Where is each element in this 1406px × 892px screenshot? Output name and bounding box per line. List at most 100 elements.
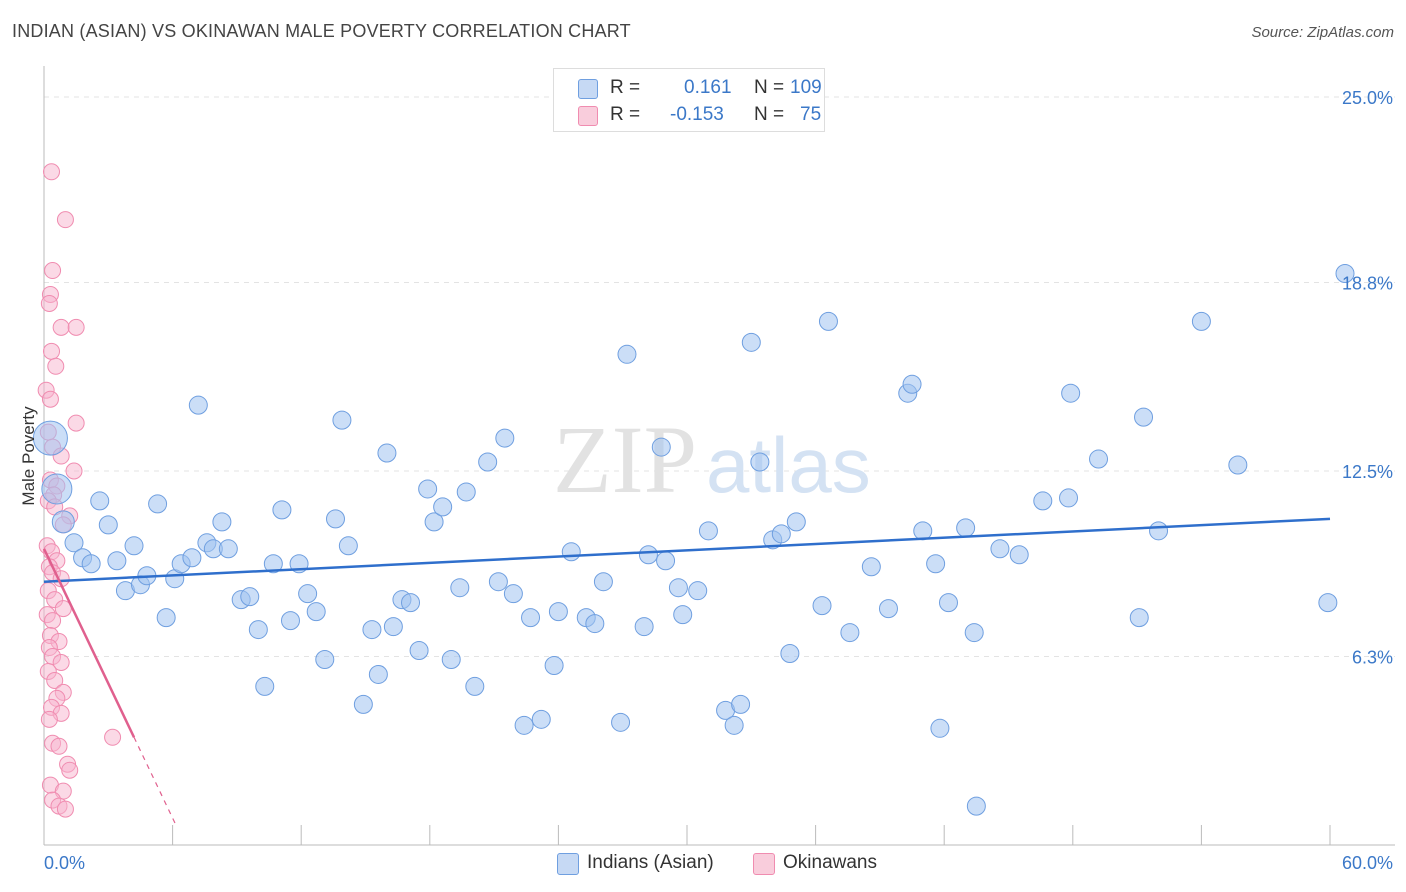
point-indians-18 bbox=[188, 395, 208, 415]
legend-blue-r-label: R = bbox=[610, 77, 641, 98]
point-indians-74 bbox=[698, 521, 718, 541]
point-indians-7 bbox=[98, 515, 118, 535]
legend-pink-n-value: 75 bbox=[800, 104, 822, 125]
point-indians-28 bbox=[272, 500, 292, 520]
point-okinawans-2 bbox=[44, 262, 62, 280]
point-indians-58 bbox=[531, 709, 551, 729]
legend-blue-n-label: N = bbox=[754, 77, 785, 98]
point-indians-50 bbox=[456, 482, 476, 502]
point-indians-6 bbox=[90, 491, 110, 511]
point-indians-109 bbox=[1318, 593, 1338, 613]
point-indians-51 bbox=[465, 676, 485, 696]
point-okinawans-45 bbox=[40, 710, 58, 728]
x-tick-label-min: 0.0% bbox=[44, 853, 85, 873]
point-indians-1 bbox=[41, 473, 73, 505]
point-indians-14 bbox=[156, 608, 176, 628]
bottom-legend-swatch-blue bbox=[557, 853, 579, 875]
point-okinawans-50 bbox=[61, 761, 79, 779]
point-indians-103 bbox=[1089, 449, 1109, 469]
source-label: Source: ZipAtlas.com bbox=[1251, 24, 1394, 41]
legend-blue-n-value: 109 bbox=[790, 77, 822, 98]
point-indians-104 bbox=[1129, 608, 1149, 628]
point-indians-52 bbox=[478, 452, 498, 472]
point-okinawans-48 bbox=[104, 728, 122, 746]
point-indians-73 bbox=[688, 581, 708, 601]
point-indians-57 bbox=[521, 608, 541, 628]
point-indians-84 bbox=[812, 596, 832, 616]
point-indians-93 bbox=[930, 718, 950, 738]
correlation-legend: R = 0.161 N = 109 R = -0.153 N = 75 bbox=[553, 68, 825, 132]
point-indians-8 bbox=[107, 551, 127, 571]
point-okinawans-1 bbox=[56, 211, 74, 229]
point-indians-92 bbox=[926, 554, 946, 574]
point-indians-21 bbox=[212, 512, 232, 532]
point-okinawans-55 bbox=[56, 800, 74, 818]
point-indians-108 bbox=[1228, 455, 1248, 475]
point-indians-88 bbox=[878, 599, 898, 619]
point-indians-85 bbox=[818, 311, 838, 331]
y-tick-label-0: 6.3% bbox=[1352, 648, 1393, 668]
legend-pink-r-value: -0.153 bbox=[670, 104, 724, 125]
x-tick-label-max: 60.0% bbox=[1342, 853, 1393, 873]
point-indians-33 bbox=[315, 649, 335, 669]
point-indians-96 bbox=[964, 623, 984, 643]
point-indians-0 bbox=[32, 420, 68, 456]
point-okinawans-4 bbox=[40, 294, 58, 312]
point-indians-78 bbox=[741, 332, 761, 352]
series-indians-asian bbox=[32, 264, 1355, 816]
point-indians-25 bbox=[248, 620, 268, 640]
point-indians-17 bbox=[182, 548, 202, 568]
point-indians-43 bbox=[401, 593, 421, 613]
trend-line-indians bbox=[43, 517, 1331, 583]
point-indians-37 bbox=[353, 694, 373, 714]
legend-blue-r-value: 0.161 bbox=[684, 77, 732, 98]
point-indians-53 bbox=[488, 572, 508, 592]
y-axis-label: Male Poverty bbox=[19, 406, 38, 506]
point-indians-26 bbox=[255, 676, 275, 696]
point-okinawans-6 bbox=[67, 318, 85, 336]
point-okinawans-11 bbox=[67, 414, 85, 432]
trend-lines bbox=[42, 517, 1331, 828]
point-indians-67 bbox=[634, 617, 654, 637]
point-okinawans-7 bbox=[43, 342, 61, 360]
point-indians-68 bbox=[638, 545, 658, 565]
point-indians-36 bbox=[338, 536, 358, 556]
watermark: ZIP atlas bbox=[553, 406, 871, 513]
point-indians-55 bbox=[503, 584, 523, 604]
series-okinawans bbox=[37, 163, 122, 818]
point-okinawans-47 bbox=[50, 737, 68, 755]
point-indians-105 bbox=[1134, 407, 1154, 427]
point-indians-110 bbox=[1335, 264, 1355, 284]
point-indians-90 bbox=[902, 374, 922, 394]
legend-pink-n-label: N = bbox=[754, 104, 785, 125]
point-indians-72 bbox=[673, 605, 693, 625]
legend-pink-r-label: R = bbox=[610, 104, 641, 125]
watermark-zip: ZIP bbox=[553, 406, 697, 513]
point-okinawans-8 bbox=[47, 357, 65, 375]
point-indians-34 bbox=[325, 509, 345, 529]
point-indians-107 bbox=[1191, 311, 1211, 331]
y-tick-label-1: 12.5% bbox=[1342, 462, 1393, 482]
point-indians-79 bbox=[750, 452, 770, 472]
point-indians-60 bbox=[548, 602, 568, 622]
point-indians-87 bbox=[861, 557, 881, 577]
point-indians-44 bbox=[409, 641, 429, 661]
y-tick-label-3: 25.0% bbox=[1342, 88, 1393, 108]
point-indians-56 bbox=[514, 715, 534, 735]
point-indians-100 bbox=[1033, 491, 1053, 511]
point-okinawans-15 bbox=[65, 462, 83, 480]
watermark-atlas: atlas bbox=[706, 421, 871, 509]
point-indians-2 bbox=[51, 510, 75, 534]
bottom-legend-label-okinawans: Okinawans bbox=[783, 852, 877, 873]
point-indians-27 bbox=[263, 554, 283, 574]
point-indians-97 bbox=[966, 796, 986, 816]
point-indians-41 bbox=[383, 617, 403, 637]
trend-line-okinawans bbox=[42, 548, 136, 738]
point-indians-39 bbox=[368, 664, 388, 684]
point-indians-83 bbox=[786, 512, 806, 532]
point-okinawans-10 bbox=[41, 390, 59, 408]
point-indians-77 bbox=[731, 694, 751, 714]
point-indians-81 bbox=[771, 524, 791, 544]
point-indians-29 bbox=[280, 611, 300, 631]
